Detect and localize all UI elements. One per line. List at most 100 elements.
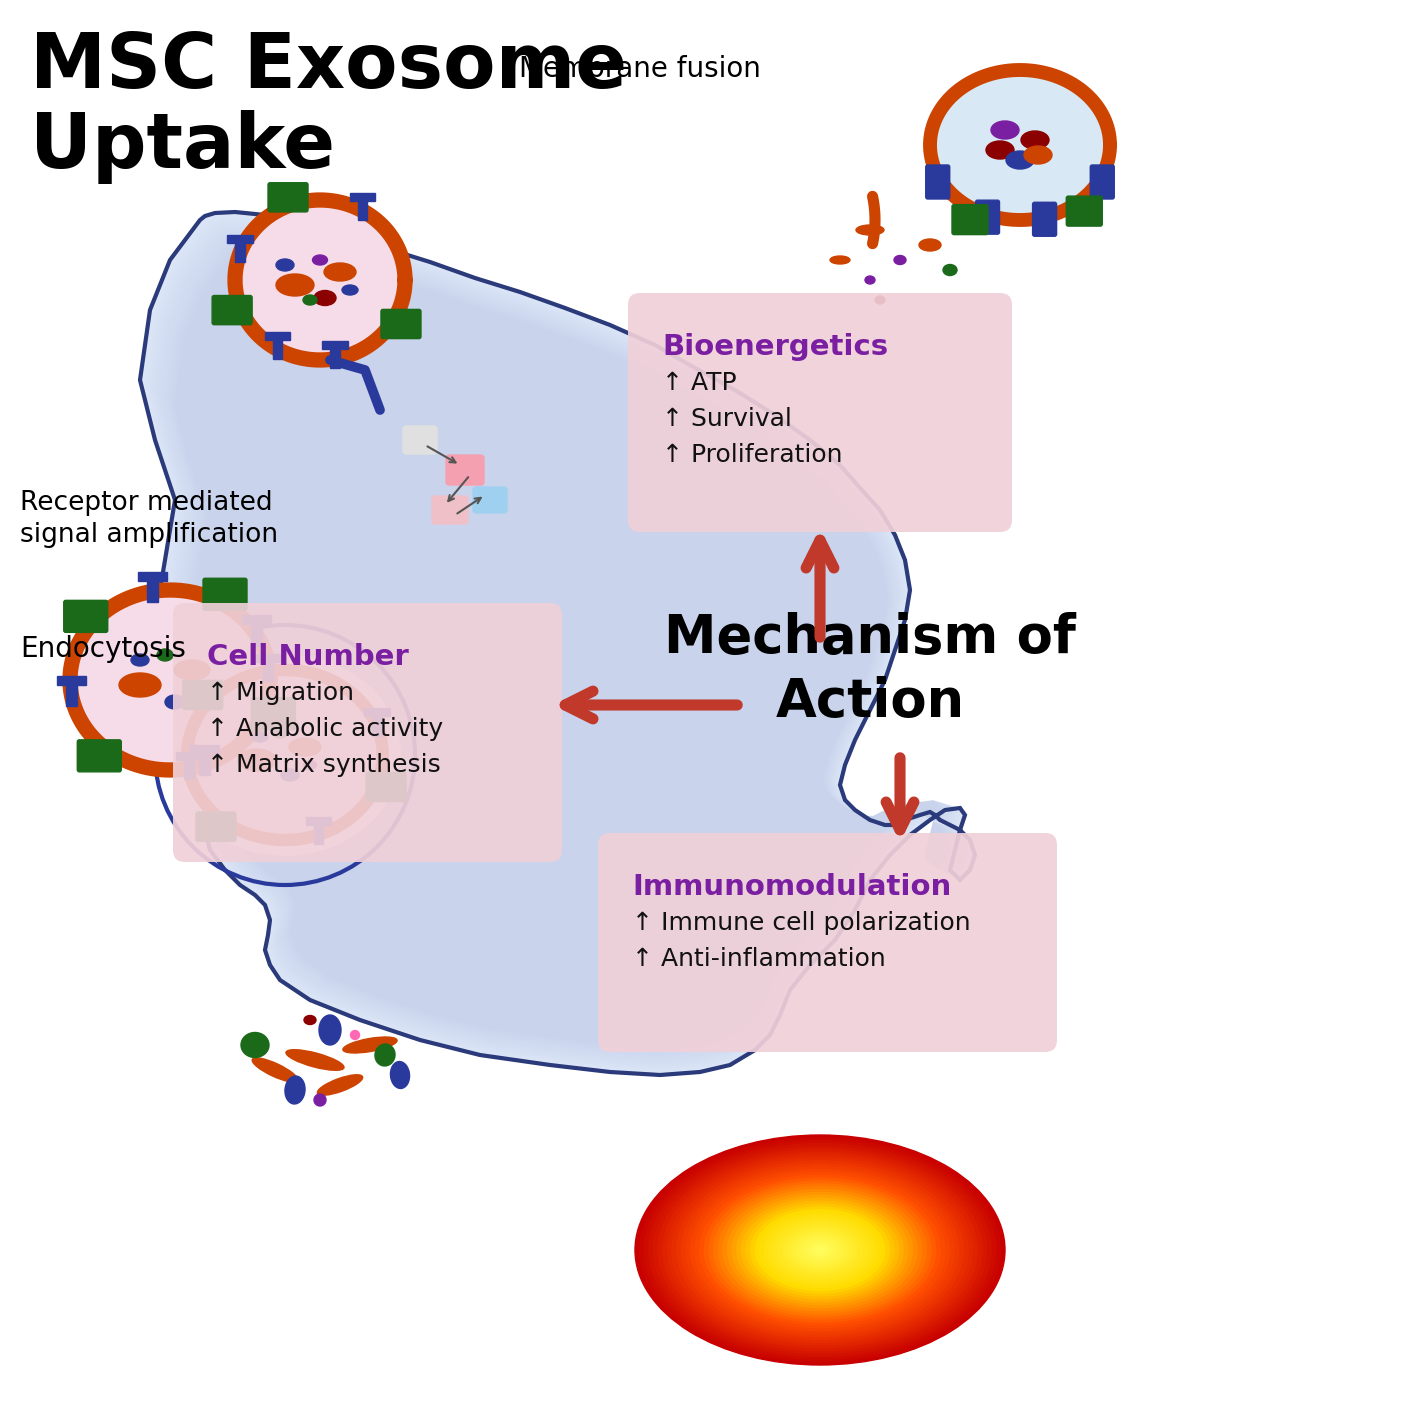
Polygon shape (140, 212, 974, 1075)
Ellipse shape (876, 296, 885, 304)
Ellipse shape (305, 1015, 316, 1025)
Polygon shape (313, 826, 323, 844)
Polygon shape (176, 752, 202, 760)
Ellipse shape (131, 654, 149, 666)
Ellipse shape (653, 1147, 987, 1354)
Ellipse shape (281, 769, 299, 782)
Polygon shape (148, 219, 969, 1069)
Polygon shape (159, 232, 960, 1061)
Ellipse shape (746, 1204, 894, 1296)
Polygon shape (306, 817, 331, 826)
FancyBboxPatch shape (1032, 202, 1056, 236)
Text: Endocytosis: Endocytosis (20, 634, 186, 663)
Polygon shape (272, 340, 282, 358)
Ellipse shape (252, 1058, 298, 1082)
Ellipse shape (750, 1206, 890, 1293)
FancyBboxPatch shape (203, 578, 247, 610)
Ellipse shape (792, 1233, 847, 1267)
Ellipse shape (274, 728, 288, 738)
FancyBboxPatch shape (446, 455, 484, 486)
Ellipse shape (658, 1150, 981, 1351)
Ellipse shape (943, 265, 957, 276)
Text: Mechanism of
Action: Mechanism of Action (664, 612, 1076, 728)
FancyBboxPatch shape (381, 310, 422, 338)
Text: ↑ Immune cell polarization: ↑ Immune cell polarization (632, 910, 970, 935)
FancyBboxPatch shape (212, 296, 252, 324)
Ellipse shape (931, 68, 1110, 222)
Ellipse shape (324, 263, 355, 280)
Ellipse shape (303, 295, 317, 304)
Ellipse shape (285, 1076, 305, 1104)
Text: ↑ Survival: ↑ Survival (663, 406, 792, 430)
Ellipse shape (681, 1164, 959, 1337)
Ellipse shape (313, 255, 327, 265)
Polygon shape (330, 350, 340, 368)
Ellipse shape (919, 239, 940, 251)
Text: ↑ Matrix synthesis: ↑ Matrix synthesis (207, 753, 441, 777)
Ellipse shape (241, 1032, 269, 1058)
FancyBboxPatch shape (251, 698, 295, 729)
Polygon shape (251, 624, 262, 646)
Ellipse shape (737, 1198, 904, 1301)
Text: ↑ Anti-inflammation: ↑ Anti-inflammation (632, 947, 885, 971)
Ellipse shape (663, 1153, 977, 1348)
Text: ↑ ATP: ↑ ATP (663, 371, 736, 395)
Ellipse shape (286, 1049, 344, 1070)
Ellipse shape (1024, 146, 1052, 164)
Text: ↑ Proliferation: ↑ Proliferation (663, 443, 843, 467)
Polygon shape (227, 235, 252, 244)
Polygon shape (157, 229, 962, 1062)
Ellipse shape (252, 732, 268, 742)
FancyBboxPatch shape (78, 739, 121, 772)
Polygon shape (138, 572, 166, 581)
Ellipse shape (801, 1239, 839, 1262)
Ellipse shape (289, 738, 321, 756)
Ellipse shape (165, 695, 185, 709)
Ellipse shape (691, 1170, 949, 1331)
Polygon shape (144, 215, 971, 1072)
Polygon shape (350, 193, 375, 201)
Ellipse shape (391, 1062, 409, 1089)
Polygon shape (147, 581, 158, 602)
Ellipse shape (811, 1245, 829, 1256)
Ellipse shape (756, 1209, 884, 1290)
Ellipse shape (768, 1218, 871, 1281)
Ellipse shape (709, 1181, 931, 1318)
Ellipse shape (238, 749, 276, 770)
FancyBboxPatch shape (976, 200, 1000, 234)
Polygon shape (149, 222, 967, 1068)
Ellipse shape (343, 1037, 398, 1054)
Ellipse shape (640, 1138, 1000, 1362)
Ellipse shape (991, 120, 1019, 139)
Ellipse shape (732, 1195, 908, 1304)
Polygon shape (58, 675, 86, 685)
Ellipse shape (723, 1189, 916, 1310)
Ellipse shape (986, 142, 1014, 159)
Polygon shape (155, 228, 963, 1063)
Polygon shape (199, 753, 210, 776)
Ellipse shape (343, 285, 358, 295)
Ellipse shape (695, 1172, 945, 1328)
Ellipse shape (742, 1201, 898, 1298)
Ellipse shape (319, 1015, 341, 1045)
Ellipse shape (314, 1095, 326, 1106)
Ellipse shape (190, 687, 204, 697)
Ellipse shape (815, 1247, 825, 1253)
Ellipse shape (1021, 132, 1049, 149)
FancyBboxPatch shape (1066, 195, 1103, 227)
Polygon shape (183, 760, 193, 779)
Polygon shape (358, 201, 367, 221)
Ellipse shape (649, 1144, 991, 1357)
Ellipse shape (314, 290, 336, 306)
Ellipse shape (118, 673, 161, 697)
Polygon shape (161, 234, 959, 1059)
Polygon shape (145, 218, 970, 1070)
Ellipse shape (797, 1236, 843, 1264)
Text: ↑ Anabolic activity: ↑ Anabolic activity (207, 716, 443, 741)
FancyBboxPatch shape (952, 205, 988, 235)
Polygon shape (154, 225, 964, 1065)
Ellipse shape (685, 1167, 955, 1334)
FancyBboxPatch shape (472, 487, 508, 513)
FancyBboxPatch shape (598, 833, 1058, 1052)
Ellipse shape (188, 670, 382, 840)
